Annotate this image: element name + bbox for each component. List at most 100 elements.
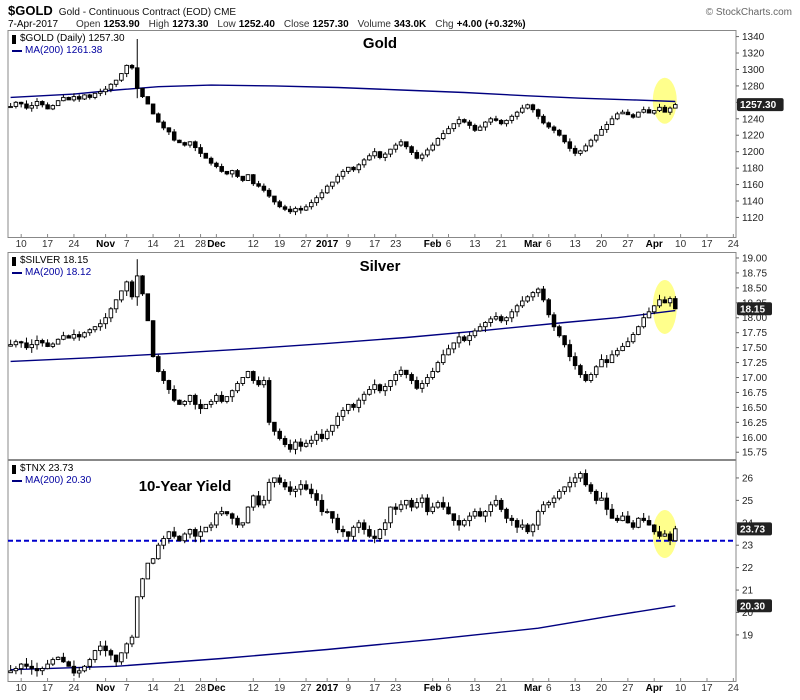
y-axis-label: 1280 bbox=[742, 81, 765, 92]
x-axis-label: 13 bbox=[569, 239, 581, 250]
x-axis-label: 27 bbox=[622, 239, 634, 250]
quote-pair: High 1273.30 bbox=[149, 19, 209, 30]
price-tag bbox=[737, 302, 772, 316]
quote-value: 1257.30 bbox=[312, 19, 349, 30]
x-axis-label: 23 bbox=[390, 239, 402, 250]
candlestick-legend-icon bbox=[12, 256, 16, 266]
quote-label: Close bbox=[283, 19, 310, 30]
y-axis-label: 16.25 bbox=[742, 418, 767, 429]
x-axis-row-top: 10 17 24 Nov 7 14 21 28 Dec 12 19 27 2017 9 17 23 Feb 6 13… bbox=[0, 238, 800, 252]
x-axis-label: 17 bbox=[701, 239, 713, 250]
x-axis-label: 2017 bbox=[316, 239, 339, 250]
y-axis-label: 1240 bbox=[742, 114, 765, 125]
quote-label: Volume bbox=[357, 19, 391, 30]
x-axis-label: 19 bbox=[274, 683, 286, 694]
x-axis-label: 17 bbox=[701, 683, 713, 694]
tnx-panel-title: 10-Year Yield bbox=[138, 478, 232, 495]
quote-pair: Low 1252.40 bbox=[217, 19, 275, 30]
silver-legend-ma: MA(200) 18.12 bbox=[12, 267, 91, 279]
y-axis-label: 23 bbox=[742, 541, 754, 552]
y-axis-label: 1220 bbox=[742, 131, 765, 142]
price-tag-label: 20.30 bbox=[740, 601, 765, 612]
price-tag bbox=[737, 98, 784, 112]
x-axis-label: 27 bbox=[300, 683, 312, 694]
quote-value: 1252.40 bbox=[238, 19, 275, 30]
x-axis-label: 13 bbox=[469, 683, 481, 694]
y-axis-label: 1300 bbox=[742, 65, 765, 76]
ohlc-quote: Open 1253.90 High 1273.30 Low 1252.40 Close 125… bbox=[76, 19, 535, 30]
x-axis-label: Mar bbox=[523, 239, 542, 250]
y-axis-label: 20 bbox=[742, 608, 754, 619]
x-axis-label: 21 bbox=[173, 683, 185, 694]
quote-pair: Open 1253.90 bbox=[76, 19, 140, 30]
gold-candlestick-panel: 1340132013001280126012401220120011801160… bbox=[7, 30, 784, 238]
x-axis-label: 24 bbox=[68, 239, 80, 250]
y-axis-label: 21 bbox=[742, 586, 754, 597]
y-axis-label: 1340 bbox=[742, 32, 765, 43]
y-axis-label: 18.75 bbox=[742, 268, 767, 279]
quote-label: High bbox=[148, 19, 170, 30]
x-axis-label: 10 bbox=[675, 239, 687, 250]
y-axis-label: 15.75 bbox=[742, 448, 767, 459]
contract-description: Gold - Continuous Contract (EOD) CME bbox=[58, 7, 237, 18]
quote-value: +4.00 (+0.32%) bbox=[456, 19, 526, 30]
x-axis-label: 14 bbox=[147, 239, 159, 250]
price-tag bbox=[737, 599, 772, 613]
price-tag bbox=[737, 522, 772, 536]
x-axis-label: 14 bbox=[147, 683, 159, 694]
y-axis-label: 16.00 bbox=[742, 433, 767, 444]
price-tag-label: 1257.30 bbox=[740, 100, 777, 111]
quote-value: 1253.90 bbox=[103, 19, 140, 30]
x-axis-label: 12 bbox=[247, 239, 259, 250]
quote-value: 1273.30 bbox=[172, 19, 209, 30]
y-axis-label: 17.75 bbox=[742, 328, 767, 339]
x-axis-label: 21 bbox=[495, 683, 507, 694]
quote-label: Chg bbox=[435, 19, 454, 30]
gold-panel-title: Gold bbox=[362, 35, 398, 52]
x-axis-label: 6 bbox=[445, 239, 452, 250]
x-axis-label: 2017 bbox=[316, 683, 339, 694]
x-axis-label: Mar bbox=[523, 683, 542, 694]
ma-200-line bbox=[10, 605, 676, 671]
panel-border bbox=[7, 252, 737, 460]
stockcharts-copyright: © StockCharts.com bbox=[705, 7, 792, 18]
x-axis-label: 19 bbox=[274, 239, 286, 250]
x-axis-label: 17 bbox=[42, 683, 54, 694]
x-axis-label: 20 bbox=[595, 239, 608, 250]
x-axis-label: 21 bbox=[495, 239, 507, 250]
x-axis-label: 6 bbox=[545, 683, 552, 694]
gold-legend-ma: MA(200) 1261.38 bbox=[12, 45, 125, 57]
y-axis-label: 1160 bbox=[742, 180, 764, 191]
price-tag-label: 23.73 bbox=[740, 524, 765, 535]
highlight-ellipse bbox=[652, 279, 677, 334]
y-axis-label: 22 bbox=[742, 563, 754, 574]
x-axis-label: 24 bbox=[727, 683, 739, 694]
gold-legend: $GOLD (Daily) 1257.30 MA(200) 1261.38 bbox=[12, 33, 125, 57]
x-axis-label: 6 bbox=[545, 239, 552, 250]
quote-value: 343.0K bbox=[394, 19, 427, 30]
y-axis-label: 19 bbox=[742, 630, 754, 641]
y-axis-label: 25 bbox=[742, 496, 754, 507]
ma-200-line bbox=[10, 84, 676, 103]
silver-legend: $SILVER 18.15 MA(200) 18.12 bbox=[12, 255, 91, 279]
x-axis-label: 28 bbox=[194, 683, 207, 694]
x-axis-label: 21 bbox=[173, 239, 185, 250]
candlestick-legend-icon bbox=[12, 34, 16, 44]
y-axis-label: 1200 bbox=[742, 147, 765, 158]
quote-pair: Close 1257.30 bbox=[284, 19, 349, 30]
silver-legend-symbol: $SILVER 18.15 bbox=[20, 255, 89, 266]
x-axis-label: 10 bbox=[15, 239, 27, 250]
panel-border bbox=[7, 30, 737, 238]
x-axis-label: Dec bbox=[207, 683, 226, 694]
x-axis-row-bottom: 10 17 24 Nov 7 14 21 28 Dec 12 19 27 2017 9 17 23 Feb 6 13… bbox=[0, 682, 800, 696]
y-axis-label: 1180 bbox=[742, 164, 764, 175]
chart-header: $GOLD Gold - Continuous Contract (EOD) C… bbox=[8, 3, 792, 18]
x-axis-label: 20 bbox=[595, 683, 608, 694]
x-axis-label: 24 bbox=[68, 683, 80, 694]
x-axis-label: 12 bbox=[247, 683, 259, 694]
ma-line-legend-icon bbox=[12, 50, 22, 52]
x-axis-label: Dec bbox=[207, 239, 226, 250]
tnx-legend-ma: MA(200) 20.30 bbox=[12, 475, 91, 487]
quote-line: 7-Apr-2017 Open 1253.90 High 1273.30 Low 1252… bbox=[8, 19, 792, 30]
quote-date: 7-Apr-2017 bbox=[8, 19, 59, 30]
